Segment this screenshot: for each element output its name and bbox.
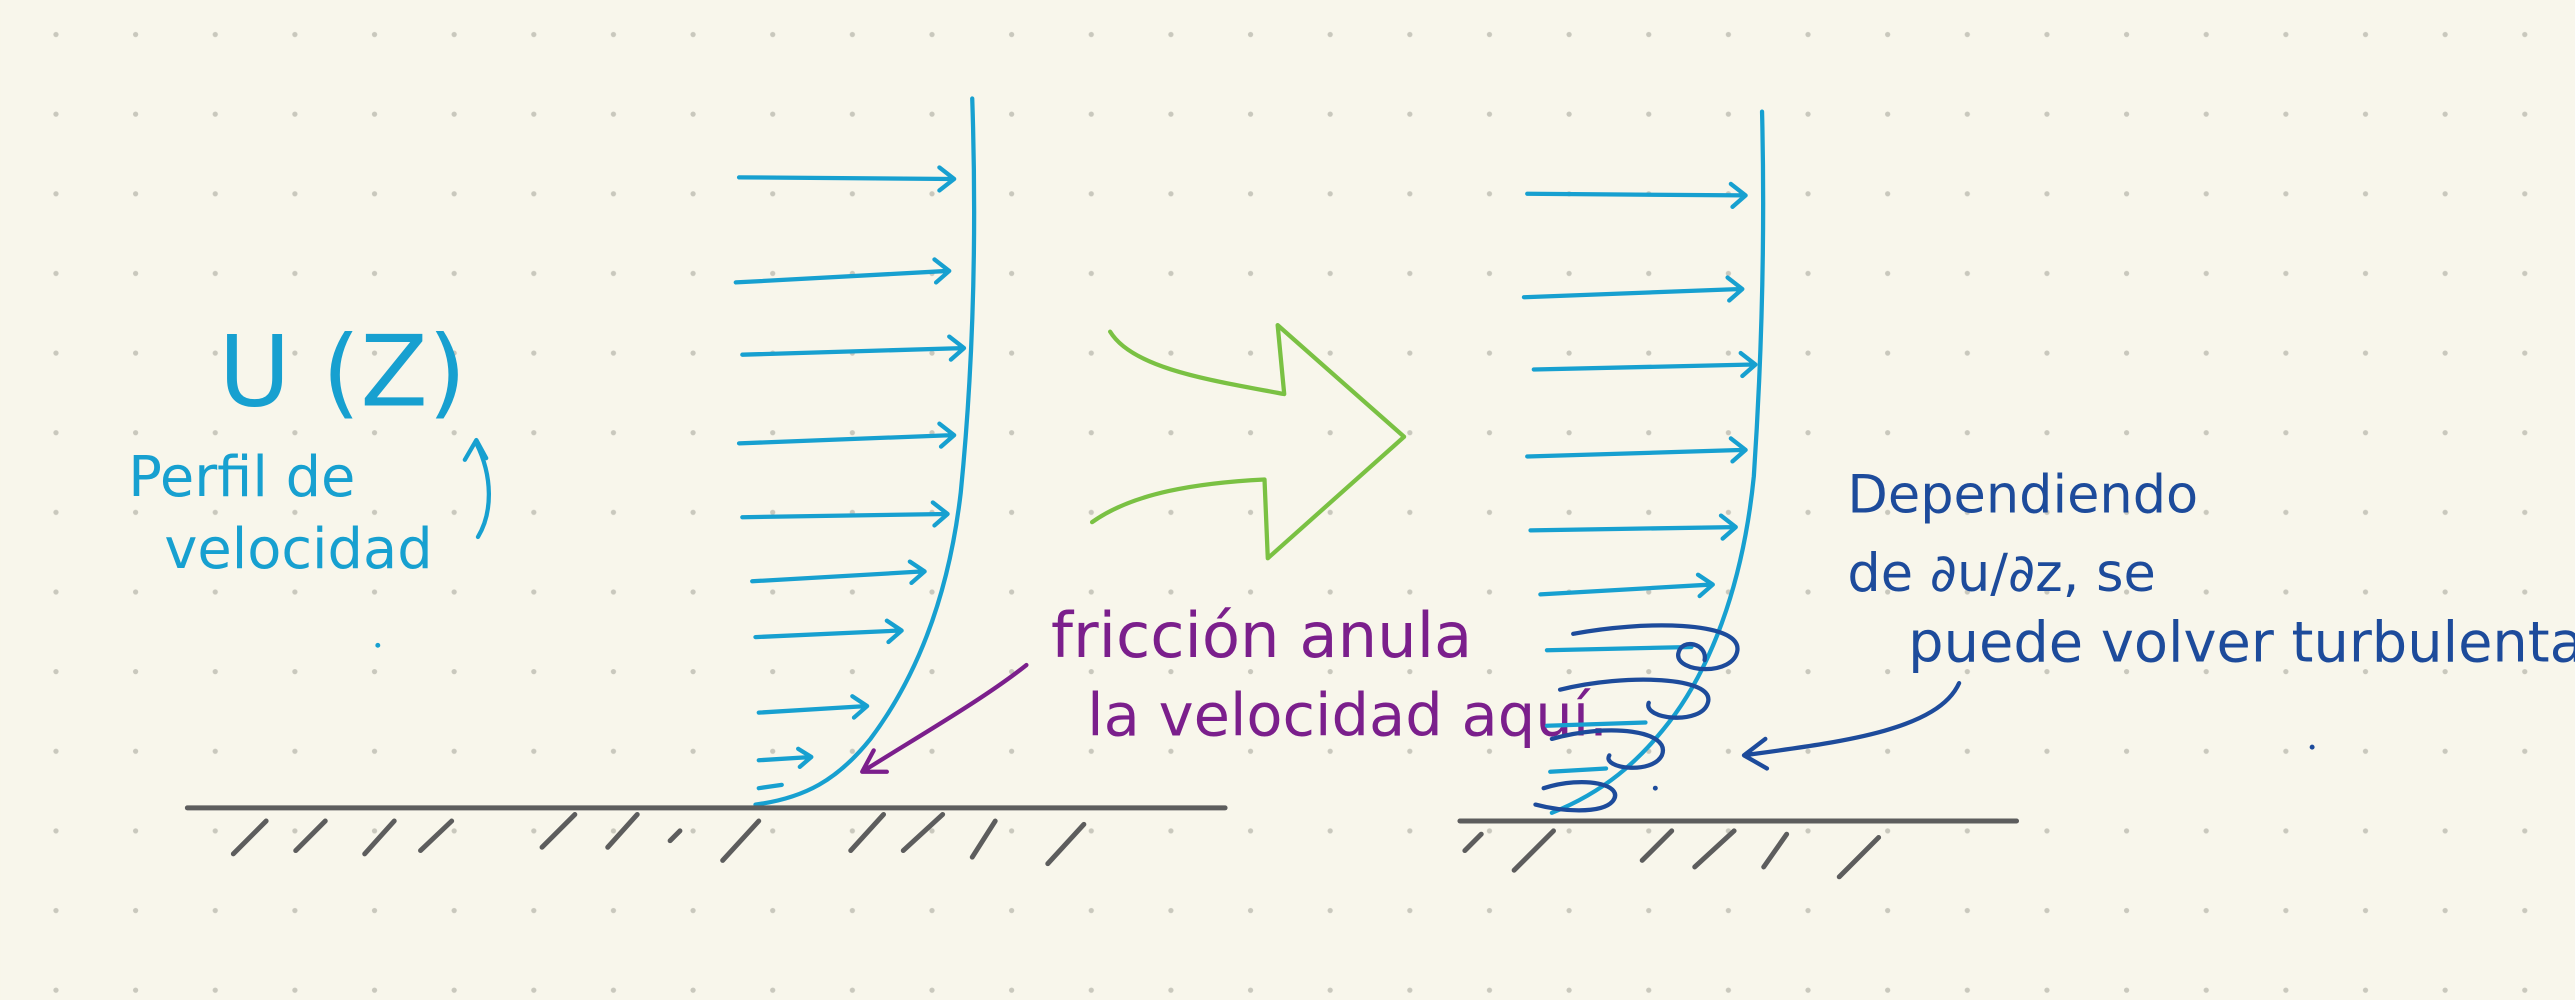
turbulence-arrow: [1741, 680, 1962, 771]
friction-note-line: la velocidad aquí.: [1087, 681, 1608, 750]
right-ground: [1457, 818, 2020, 880]
caption-line: velocidad: [164, 517, 432, 582]
left-ground: [184, 805, 1228, 867]
left-profile: [733, 96, 977, 807]
dot: [2309, 744, 2315, 750]
friction-note-line: fricción anula: [1051, 599, 1472, 672]
turbulence-swirls: [1533, 623, 1740, 813]
profile-label: U (Z): [219, 316, 467, 430]
friction-arrow: [860, 662, 1029, 774]
right-profile: [1521, 109, 1766, 815]
caption-line: Perfil de: [128, 445, 355, 510]
dot: [375, 642, 381, 648]
caption-arrow: [462, 437, 491, 540]
turbulence-note-line: Dependiendo: [1847, 464, 2198, 525]
turbulence-note-line: puede volver turbulenta: [1908, 611, 2575, 676]
transition-arrow: [1089, 322, 1407, 561]
dot: [1652, 785, 1658, 791]
turbulence-note-line: de ∂u/∂z, se: [1847, 543, 2155, 604]
